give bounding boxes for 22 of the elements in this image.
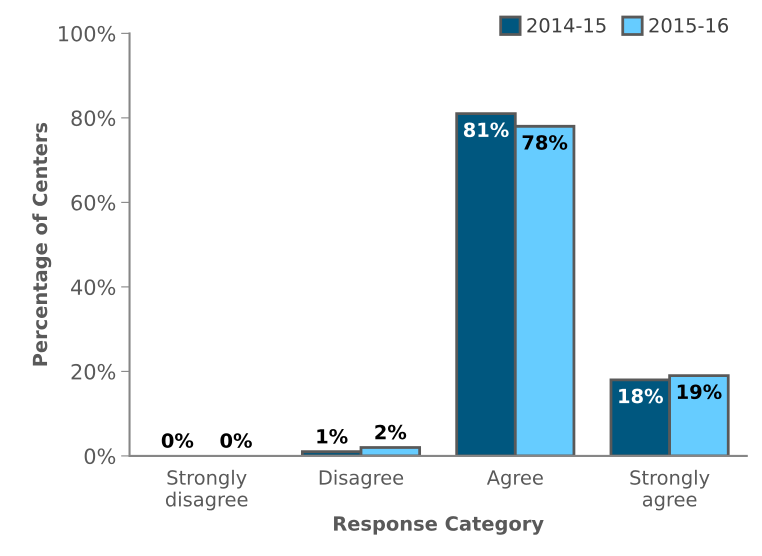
- x-axis-title: Response Category: [334, 516, 544, 535]
- x-tick-label: Disagree: [320, 470, 404, 489]
- data-label: 81%: [464, 122, 509, 138]
- data-label: 0%: [162, 433, 194, 448]
- data-label: 78%: [522, 135, 568, 150]
- y-tick-label: 100%: [59, 26, 116, 42]
- y-axis-title: Percentage of Centers: [32, 122, 52, 366]
- data-label: 18%: [619, 388, 663, 404]
- y-tick-label: 60%: [71, 194, 116, 211]
- data-label: 0%: [220, 433, 252, 448]
- x-tick-label: Agree: [486, 470, 543, 489]
- y-tick-label: 0%: [84, 448, 116, 464]
- x-tick-label: Strongly disagree: [166, 470, 248, 510]
- x-tick-label: Strongly agree: [630, 470, 710, 510]
- legend-label: 2014-15: [527, 18, 606, 33]
- data-label: 2%: [375, 424, 406, 440]
- legend-label: 2015-16: [649, 18, 728, 33]
- data-label: 19%: [678, 384, 722, 400]
- y-tick-label: 20%: [72, 364, 116, 380]
- y-tick-label: 40%: [71, 279, 116, 296]
- y-tick-label: 80%: [71, 110, 116, 126]
- data-label: 1%: [317, 428, 348, 444]
